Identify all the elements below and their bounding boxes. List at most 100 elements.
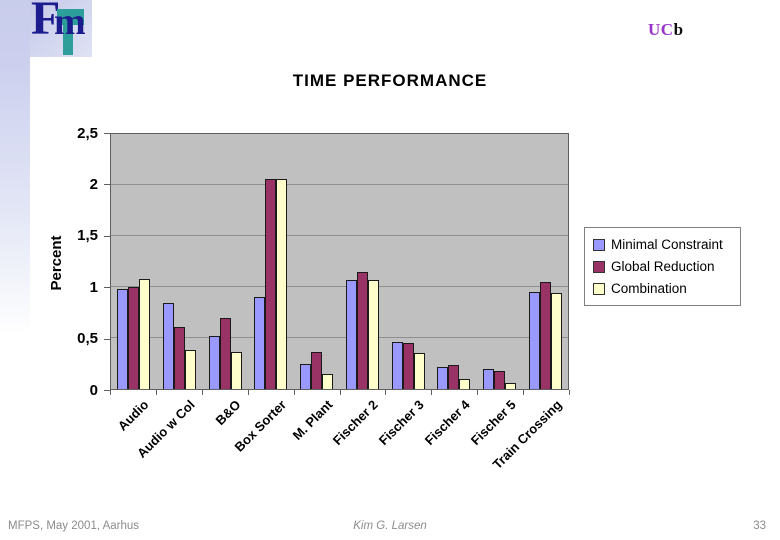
bar-audio-combination [139, 278, 151, 389]
bar-box-sorter-global-reduction [265, 178, 277, 389]
y-tick-label: 0,5 [77, 330, 98, 348]
x-tick-mark [385, 390, 387, 395]
bar-audio-w-col-combination [185, 350, 197, 389]
bars-row [111, 134, 568, 389]
bar-fischer-2-combination [367, 279, 379, 389]
gridline [111, 337, 568, 338]
footer: MFPS, May 2001, Aarhus Kim G. Larsen 33 [0, 518, 780, 536]
bar-audio-w-col-minimal-constraint [163, 303, 175, 389]
legend-label: Combination [611, 281, 687, 296]
x-tick-mark [155, 390, 157, 395]
x-tick-mark [201, 390, 203, 395]
x-tick-mark [431, 390, 433, 395]
x-category-label-m-plant: M. Plant [289, 397, 336, 443]
bar-group-box-sorter [248, 134, 294, 389]
x-tick-mark [477, 390, 479, 395]
legend: Minimal Constraint Global Reduction Combin… [584, 227, 741, 306]
x-tick-mark [110, 390, 111, 395]
plot-area [110, 133, 569, 390]
y-axis-title: Percent [48, 235, 65, 291]
bar-b-o-combination [230, 352, 242, 389]
bar-train-crossing-minimal-constraint [528, 292, 540, 389]
ucb-brand-uc: UC [648, 20, 674, 39]
legend-item-global-reduction: Global Reduction [593, 259, 732, 274]
y-tick-label: 1,5 [77, 227, 98, 245]
legend-item-combination: Combination [593, 281, 732, 296]
legend-label: Global Reduction [611, 259, 715, 274]
y-tick-label: 1 [89, 278, 98, 296]
legend-swatch-icon [593, 282, 605, 295]
ucb-brand: UCb [648, 20, 684, 40]
fm-logo: F m [30, 0, 92, 57]
bar-box-sorter-minimal-constraint [254, 297, 266, 389]
bar-b-o-global-reduction [219, 317, 231, 389]
left-gradient-strip [0, 0, 30, 540]
bar-fischer-4-minimal-constraint [437, 366, 449, 389]
footer-conference-text: MFPS, May 2001, Aarhus [8, 520, 140, 532]
y-tick-mark [104, 184, 110, 186]
fm-logo-teal-bar [57, 9, 84, 25]
footer-page-number: 33 [753, 520, 766, 532]
gridline [111, 184, 568, 185]
bar-group-fischer-2 [340, 134, 386, 389]
legend-swatch-icon [593, 238, 605, 251]
gridline [111, 286, 568, 287]
bar-m-plant-combination [322, 373, 334, 389]
y-tick-mark [104, 338, 110, 340]
bar-fischer-2-minimal-constraint [345, 279, 357, 389]
bar-fischer-3-combination [413, 353, 425, 389]
bar-fischer-5-minimal-constraint [482, 368, 494, 389]
x-tick-mark [339, 390, 341, 395]
bar-fischer-2-global-reduction [356, 271, 368, 389]
x-category-label-b-o: B&O [212, 397, 244, 429]
bar-fischer-3-global-reduction [402, 343, 414, 389]
chart-title: TIME PERFORMANCE [292, 71, 488, 90]
bar-group-fischer-5 [477, 134, 523, 389]
x-tick-mark [569, 390, 570, 395]
y-tick-mark [104, 287, 110, 289]
fm-logo-f-letter: F [31, 0, 61, 45]
bar-fischer-4-combination [459, 378, 471, 389]
bar-group-train-crossing [522, 134, 568, 389]
x-category-label-fischer-4: Fischer 4 [421, 397, 473, 448]
x-category-label-fischer-3: Fischer 3 [375, 397, 427, 448]
bar-group-audio-w-col [157, 134, 203, 389]
bar-m-plant-global-reduction [311, 352, 323, 389]
x-tick-mark [293, 390, 295, 395]
gridline [111, 235, 568, 236]
legend-item-minimal-constraint: Minimal Constraint [593, 237, 732, 252]
bar-group-b-o [202, 134, 248, 389]
bar-fischer-3-minimal-constraint [391, 342, 403, 389]
bar-audio-global-reduction [128, 287, 140, 389]
legend-label: Minimal Constraint [611, 237, 723, 252]
x-category-label-audio: Audio [114, 397, 152, 434]
bar-box-sorter-combination [276, 178, 288, 389]
y-tick-label: 2 [89, 175, 98, 193]
fm-logo-teal-stem [63, 25, 73, 55]
x-category-label-fischer-2: Fischer 2 [330, 397, 382, 448]
bar-b-o-minimal-constraint [208, 335, 220, 389]
ucb-brand-b: b [673, 20, 684, 39]
bar-group-audio [111, 134, 157, 389]
bar-fischer-4-global-reduction [448, 364, 460, 389]
y-tick-mark [104, 235, 110, 237]
bar-group-fischer-3 [385, 134, 431, 389]
bar-fischer-5-global-reduction [493, 370, 505, 389]
x-tick-mark [523, 390, 525, 395]
bar-group-m-plant [294, 134, 340, 389]
x-tick-mark [247, 390, 249, 395]
y-tick-label: 2,5 [77, 124, 98, 142]
bar-group-fischer-4 [431, 134, 477, 389]
bar-audio-w-col-global-reduction [174, 326, 186, 389]
y-tick-mark [104, 390, 110, 391]
y-tick-mark [104, 133, 110, 134]
bar-m-plant-minimal-constraint [300, 363, 312, 389]
fm-logo-m-letter: m [54, 1, 86, 43]
footer-author-text: Kim G. Larsen [353, 520, 427, 532]
bar-audio-minimal-constraint [117, 289, 129, 389]
legend-swatch-icon [593, 260, 605, 273]
y-tick-label: 0 [89, 381, 98, 399]
bar-train-crossing-combination [550, 293, 562, 389]
bar-fischer-5-combination [504, 382, 516, 389]
